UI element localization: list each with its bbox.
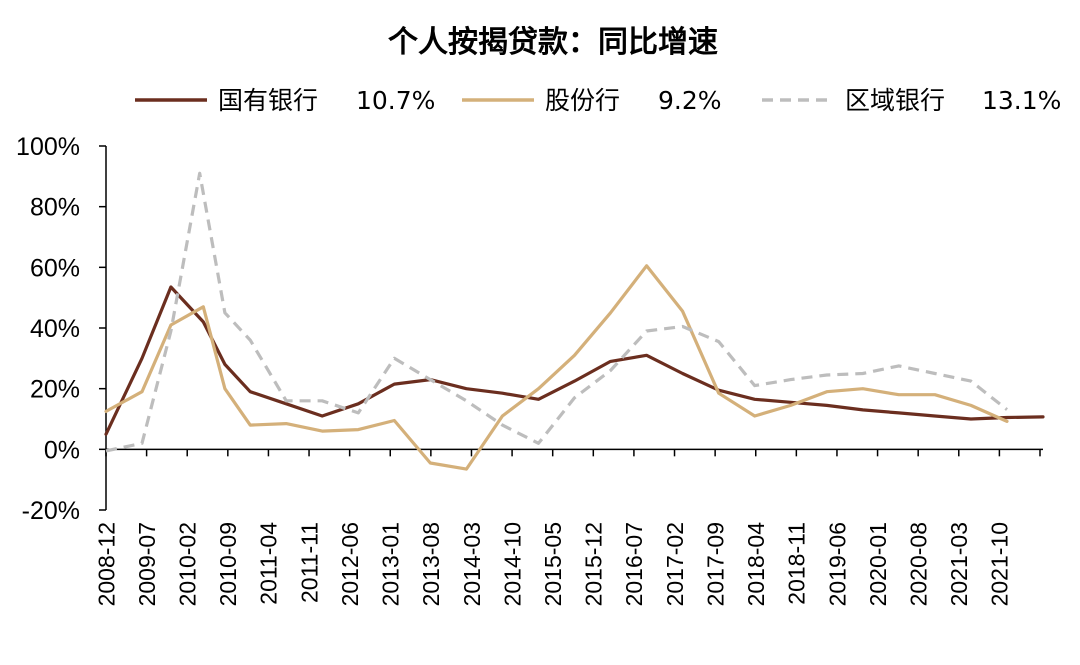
legend-value-1: 10.7% xyxy=(356,86,435,115)
x-tick-label: 2011-11 xyxy=(296,522,322,603)
x-tick-label: 2018-11 xyxy=(784,522,810,605)
y-axis: 100% 80% 60% 40% 20% 0% -20% xyxy=(16,133,107,525)
x-axis: 2008-12 2009-07 2010-02 2010-09 2011-04 2011-… xyxy=(93,448,1043,607)
y-tick-label: -20% xyxy=(22,497,80,525)
series-layer xyxy=(104,171,1045,471)
x-tick-label: 2012-06 xyxy=(337,522,363,606)
x-tick-label: 2021-03 xyxy=(946,522,972,606)
x-tick-label: 2020-08 xyxy=(905,522,931,606)
x-tick-label: 2020-01 xyxy=(865,522,891,606)
x-tick-label: 2014-03 xyxy=(459,522,485,606)
y-tick-label: 80% xyxy=(30,194,80,222)
legend-value-2: 9.2% xyxy=(658,86,722,115)
x-tick-label: 2017-09 xyxy=(702,522,728,606)
x-tick-label: 2015-12 xyxy=(581,522,607,606)
chart-title: 个人按揭贷款：同比增速 xyxy=(388,25,718,60)
x-tick-label: 2010-09 xyxy=(215,522,241,606)
x-tick-label: 2009-07 xyxy=(134,522,160,606)
x-tick-label: 2014-10 xyxy=(499,522,525,606)
y-tick-label: 60% xyxy=(30,254,80,282)
legend-value-3: 13.1% xyxy=(982,86,1061,115)
y-tick-label: 20% xyxy=(30,376,80,404)
legend: 国有银行 10.7% 股份行 9.2% 区域银行 13.1% xyxy=(135,86,1061,115)
x-tick-label: 2013-01 xyxy=(378,522,404,606)
series-line-2 xyxy=(104,264,1009,471)
x-tick-label: 2018-04 xyxy=(743,522,769,607)
legend-label-3: 区域银行 xyxy=(845,86,945,115)
y-tick-label: 100% xyxy=(16,133,80,161)
x-tick-label: 2010-02 xyxy=(175,522,201,606)
series-line-1 xyxy=(104,285,1045,436)
series-line-3 xyxy=(105,171,1008,453)
y-tick-label: 40% xyxy=(30,315,80,343)
x-tick-label: 2015-05 xyxy=(540,522,566,606)
x-tick-label: 2019-06 xyxy=(824,522,850,606)
x-tick-label: 2008-12 xyxy=(93,522,119,606)
x-tick-label: 2013-08 xyxy=(418,522,444,606)
x-tick-label: 2017-02 xyxy=(662,522,688,606)
y-tick-label: 0% xyxy=(44,436,80,464)
x-tick-label: 2016-07 xyxy=(621,522,647,606)
legend-label-2: 股份行 xyxy=(545,86,620,115)
legend-label-1: 国有银行 xyxy=(218,86,318,115)
x-tick-label: 2011-04 xyxy=(256,522,282,605)
x-tick-label: 2021-10 xyxy=(987,522,1013,606)
